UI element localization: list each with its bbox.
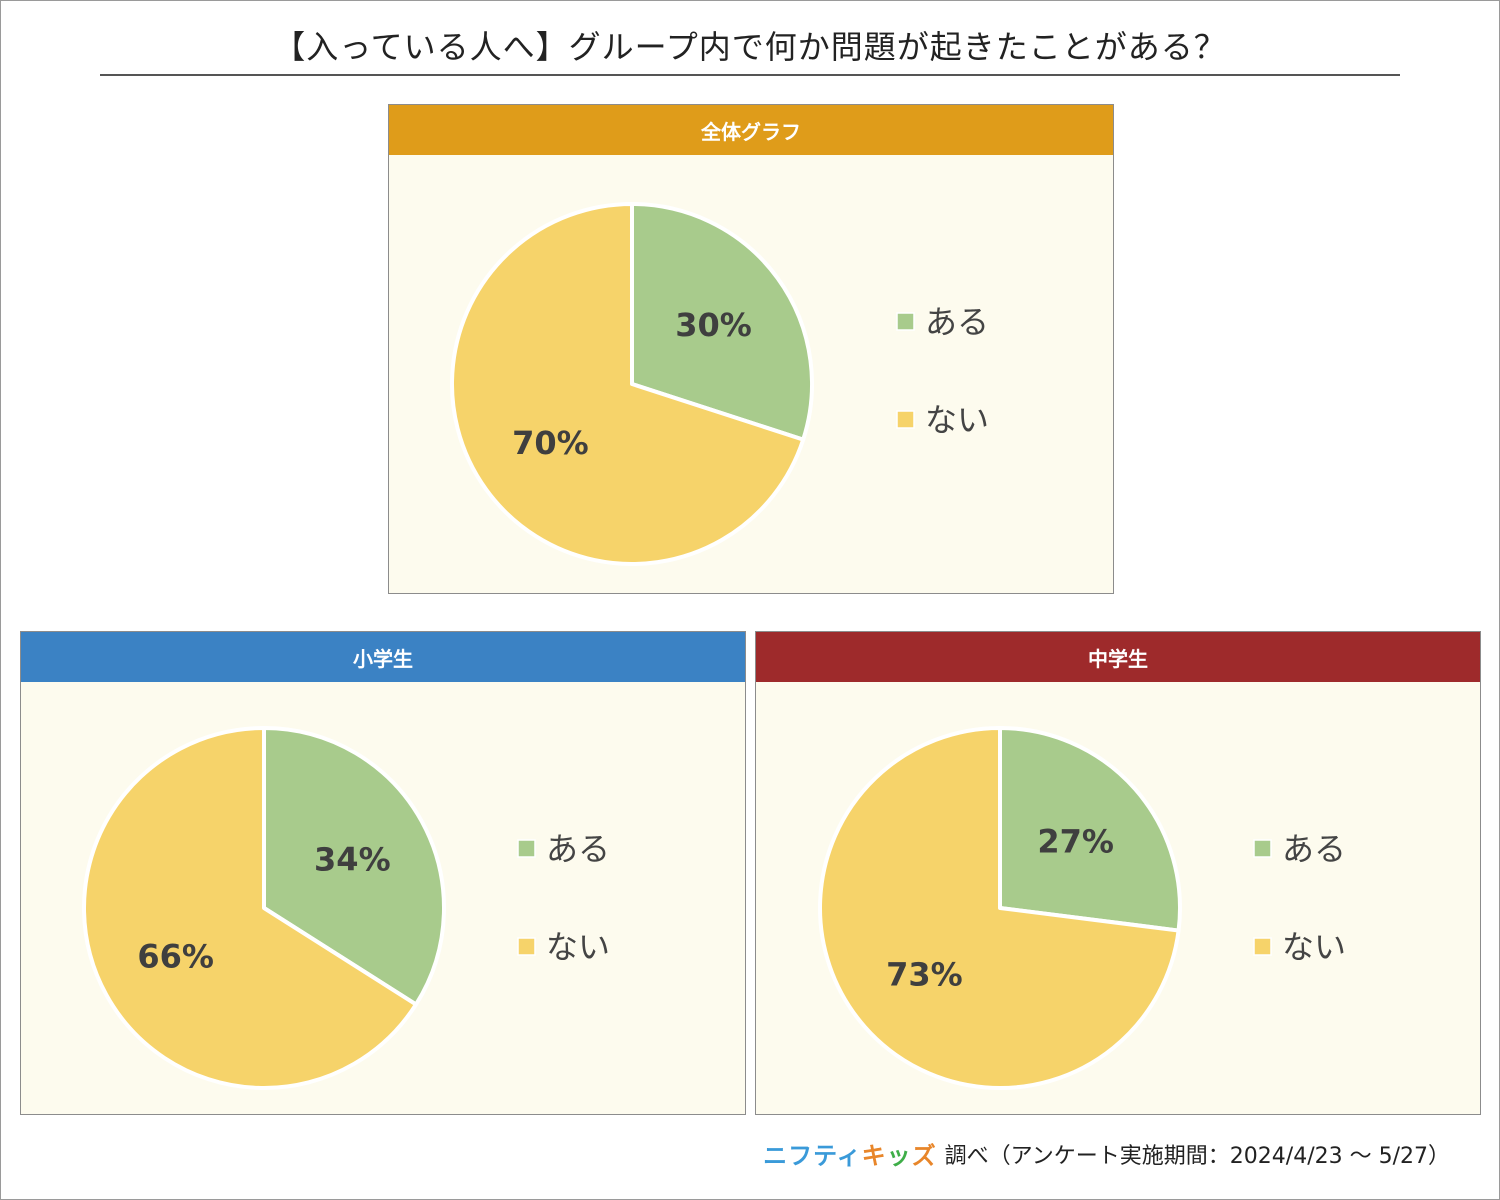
panel-overall: 全体グラフ 30% 70% あるない	[388, 104, 1114, 594]
pie-slice-junior-nai	[818, 726, 1181, 1090]
pie-slice-elementary-nai	[82, 726, 418, 1090]
page-title: 【入っている人へ】グループ内で何か問題が起きたことがある？	[273, 28, 1227, 66]
source-footer: ニフティキッズ 調べ（アンケート実施期間：2024/4/23 ～ 5/27）	[763, 1136, 1450, 1171]
legend-swatch-junior-aru	[1253, 839, 1272, 858]
legend-label-junior-aru: ある	[1282, 830, 1346, 868]
pie-label-junior-aru: 27%	[1037, 822, 1114, 860]
panel-junior: 中学生 27% 73% あるない	[755, 631, 1481, 1115]
panel-header-overall: 全体グラフ	[389, 105, 1113, 155]
pie-label-elementary-aru: 34%	[314, 840, 391, 878]
pie-slice-overall-nai	[450, 202, 806, 566]
legend-swatch-overall-aru	[896, 312, 915, 331]
legend-swatch-junior-nai	[1253, 937, 1272, 956]
pie-label-junior-nai: 73%	[886, 956, 963, 994]
pie-label-overall-aru: 30%	[675, 306, 752, 344]
pie-slice-overall-aru	[630, 202, 814, 442]
legend-swatch-overall-nai	[896, 410, 915, 429]
legend-label-elementary-nai: ない	[546, 928, 610, 966]
pie-label-elementary-nai: 66%	[137, 938, 214, 976]
pie-slice-junior-aru	[998, 726, 1182, 933]
legend-label-overall-aru: ある	[925, 303, 989, 341]
panel-elementary: 小学生 34% 66% あるない	[20, 631, 746, 1115]
legend-label-junior-nai: ない	[1282, 928, 1346, 966]
panel-header-elementary: 小学生	[21, 632, 745, 682]
legend-label-elementary-aru: ある	[546, 830, 610, 868]
legend-swatch-elementary-nai	[517, 937, 536, 956]
source-text: 調べ（アンケート実施期間：2024/4/23 ～ 5/27）	[944, 1143, 1450, 1169]
legend-swatch-elementary-aru	[517, 839, 536, 858]
legend-label-overall-nai: ない	[925, 401, 989, 439]
brand-logo: ニフティキッズ	[763, 1142, 937, 1170]
panel-header-junior: 中学生	[756, 632, 1480, 682]
pie-label-overall-nai: 70%	[512, 424, 589, 462]
title-divider	[100, 74, 1400, 76]
